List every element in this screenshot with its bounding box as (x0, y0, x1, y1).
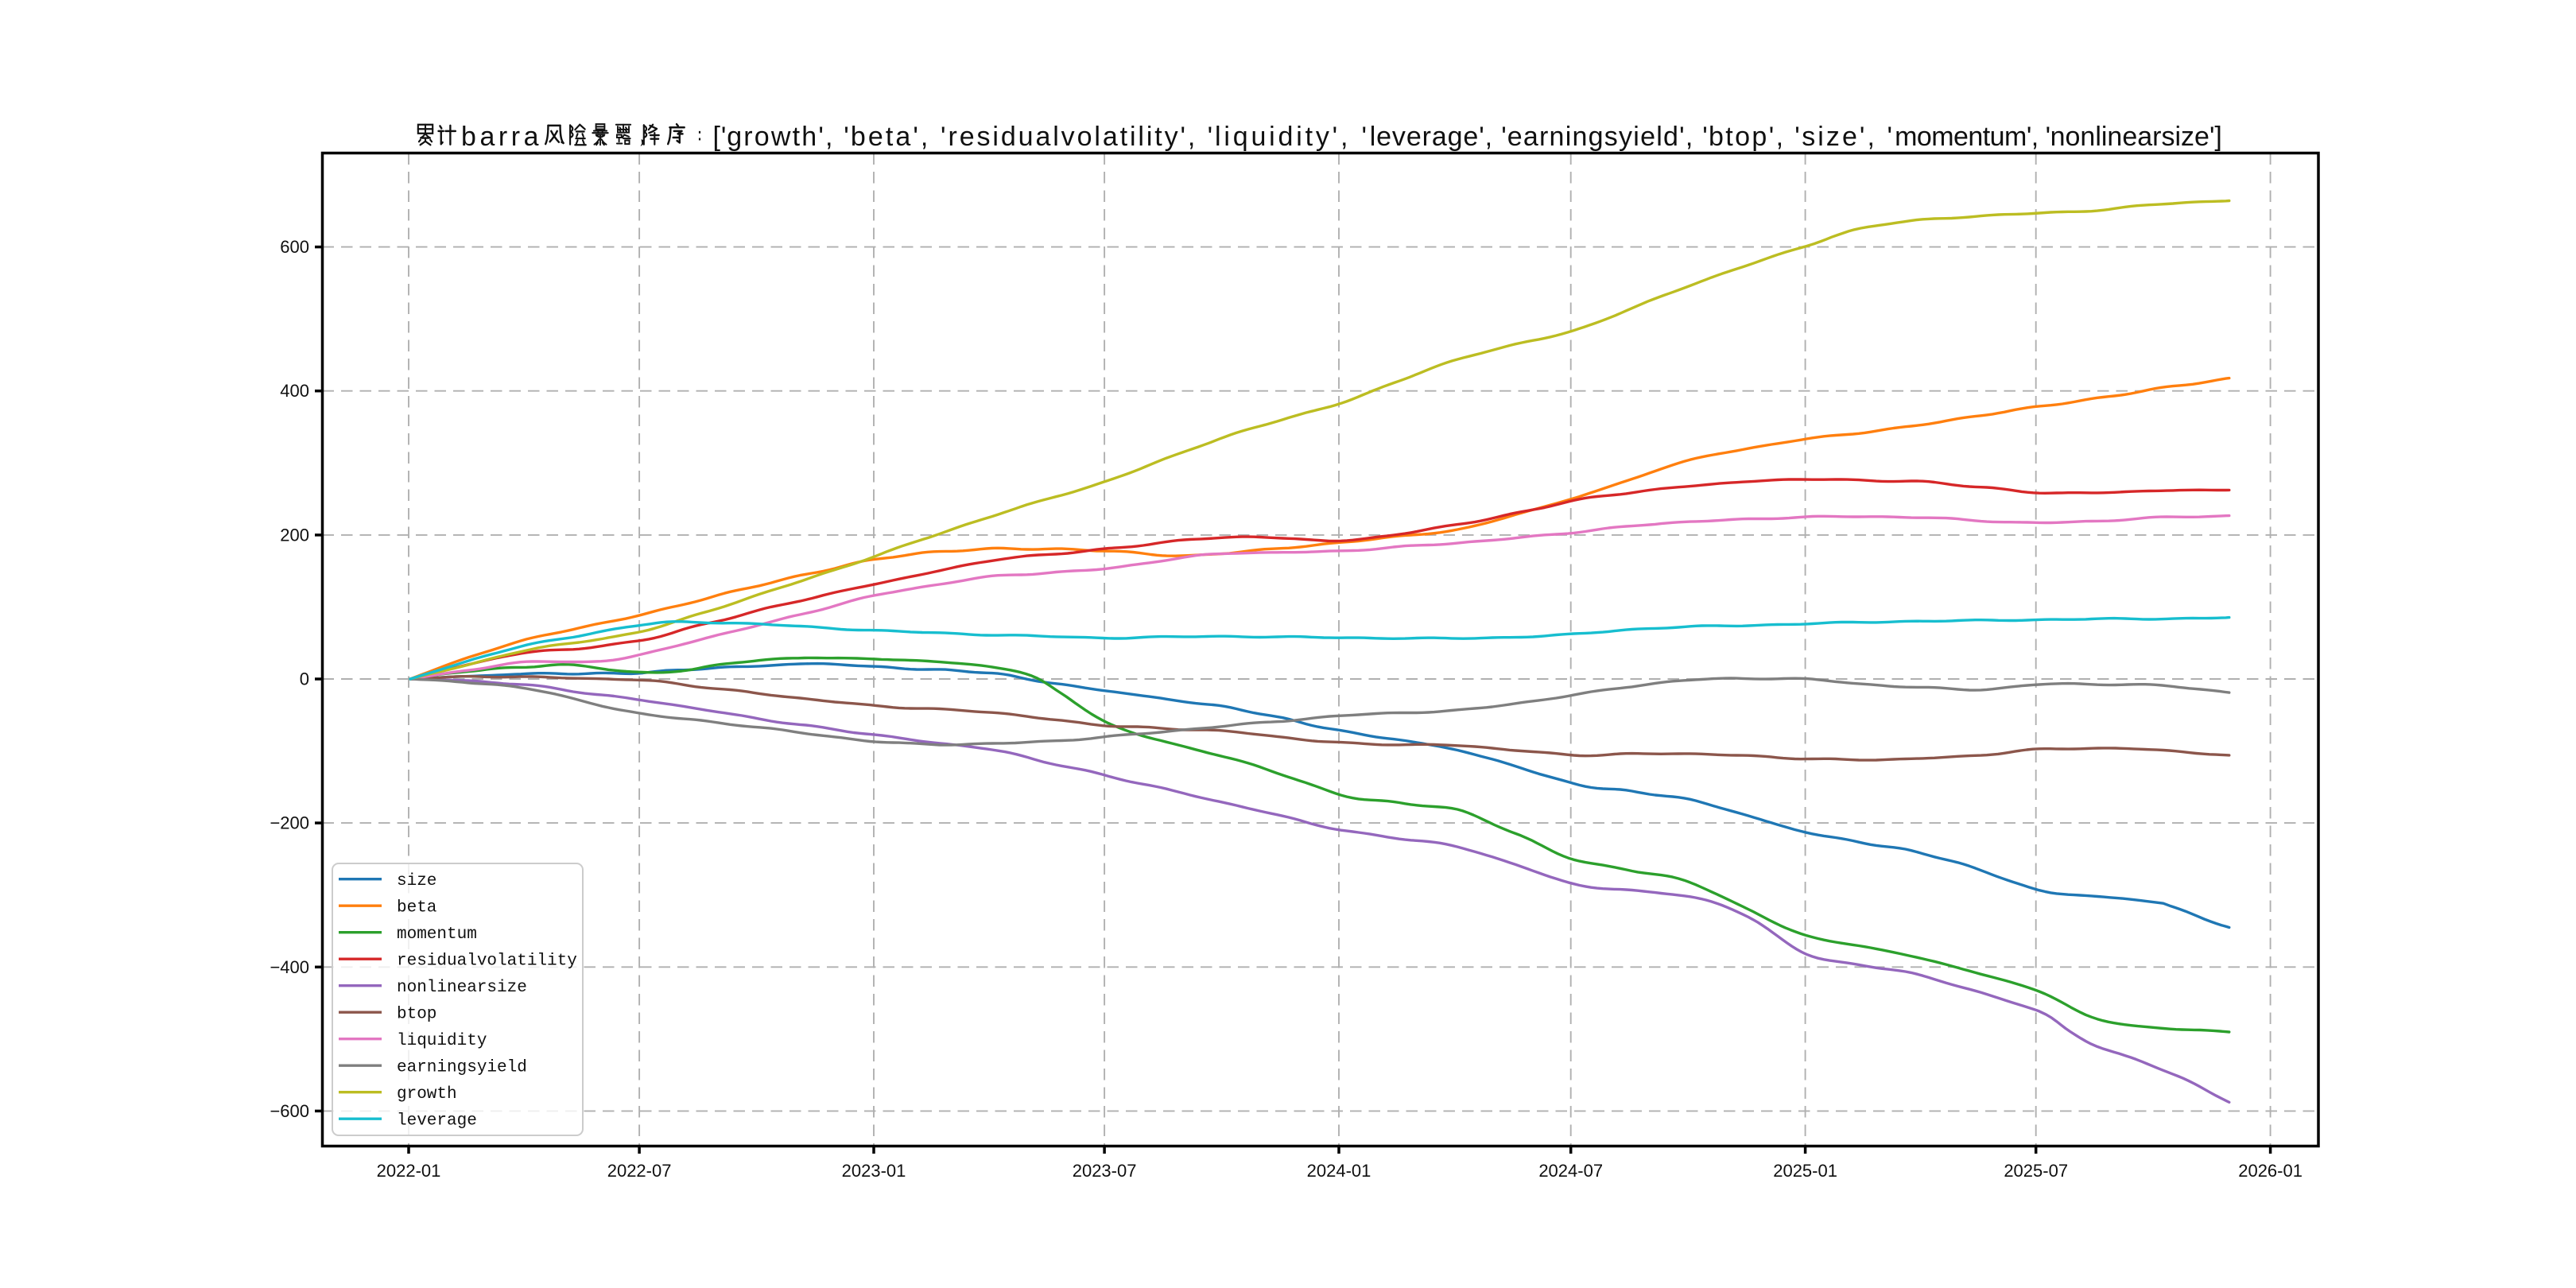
svg-text:2022-01: 2022-01 (377, 1161, 441, 1181)
svg-text:2024-07: 2024-07 (1538, 1161, 1603, 1181)
svg-text:earningsyield: earningsyield (397, 1059, 527, 1077)
svg-text:leverage', ': leverage', ' (1370, 122, 1507, 152)
svg-text:momentum', ': momentum', ' (1895, 122, 2050, 152)
svg-text:0: 0 (300, 669, 309, 689)
svg-text:liquidity: liquidity (397, 1032, 487, 1050)
svg-text:earningsyield', ': earningsyield', ' (1507, 122, 1709, 152)
svg-text:size', ': size', ' (1802, 122, 1895, 152)
svg-text:2024-01: 2024-01 (1307, 1161, 1371, 1181)
svg-text:beta', ': beta', ' (851, 122, 949, 152)
svg-text:200: 200 (280, 525, 309, 545)
svg-text:btop', ': btop', ' (1709, 122, 1802, 152)
svg-text:residualvolatility: residualvolatility (397, 952, 577, 971)
svg-text:2023-07: 2023-07 (1073, 1161, 1137, 1181)
svg-text:[': [' (713, 122, 727, 152)
svg-text:btop: btop (397, 1006, 436, 1024)
svg-text:growth', ': growth', ' (727, 122, 851, 152)
svg-text:nonlinearsize']: nonlinearsize'] (2050, 122, 2222, 152)
svg-text:−200: −200 (270, 813, 309, 833)
svg-text:nonlinearsize: nonlinearsize (397, 979, 527, 997)
svg-text:2025-07: 2025-07 (2004, 1161, 2068, 1181)
svg-text:barra: barra (461, 122, 542, 152)
svg-text:size: size (397, 872, 436, 890)
svg-text:−600: −600 (270, 1101, 309, 1121)
svg-text:400: 400 (280, 381, 309, 401)
svg-text:2025-01: 2025-01 (1773, 1161, 1837, 1181)
svg-text:2023-01: 2023-01 (842, 1161, 906, 1181)
svg-text:growth: growth (397, 1085, 457, 1104)
svg-text:−400: −400 (270, 957, 309, 977)
svg-text:leverage: leverage (397, 1112, 477, 1131)
svg-text:2026-01: 2026-01 (2238, 1161, 2302, 1181)
svg-text:600: 600 (280, 237, 309, 257)
svg-text:beta: beta (397, 899, 436, 918)
svg-text:momentum: momentum (397, 925, 477, 944)
svg-text:residualvolatility', ': residualvolatility', ' (949, 122, 1215, 152)
svg-text:2022-07: 2022-07 (607, 1161, 672, 1181)
svg-text:liquidity', ': liquidity', ' (1215, 122, 1370, 152)
